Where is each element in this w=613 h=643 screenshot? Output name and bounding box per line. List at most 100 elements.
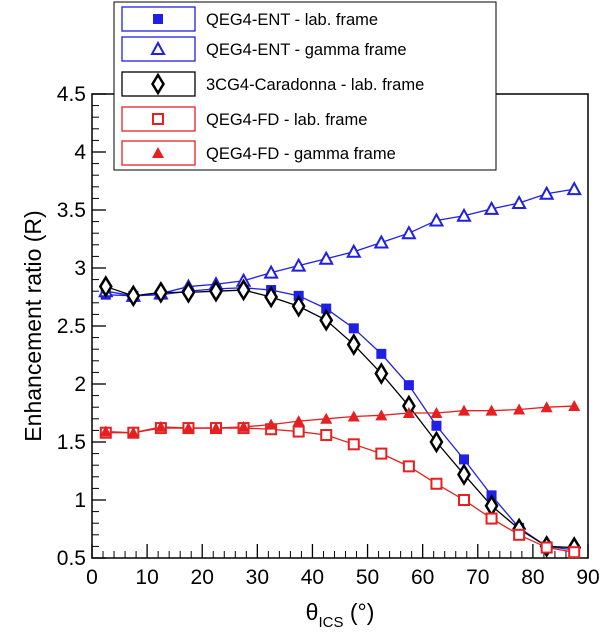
data-point: [430, 477, 443, 490]
data-point: [320, 412, 333, 424]
data-point: [181, 280, 196, 304]
data-point: [292, 425, 305, 438]
y-tick-label: 2: [74, 373, 86, 396]
data-point: [458, 404, 470, 416]
legend-label: QEG4-ENT - lab. frame: [206, 11, 378, 29]
series-1: [105, 287, 575, 551]
series-4: [105, 427, 575, 553]
data-point: [237, 420, 250, 432]
series-2: [105, 188, 575, 297]
legend-marker: [152, 147, 164, 158]
data-point: [430, 407, 443, 418]
x-tick-label: 50: [356, 566, 379, 589]
x-tick-label: 80: [521, 566, 544, 589]
data-point: [429, 430, 444, 454]
data-point: [127, 426, 140, 438]
data-point: [483, 200, 500, 215]
legend-entry: 3CG4-Caradonna - lab. frame: [121, 71, 424, 97]
data-point: [376, 348, 387, 359]
data-point: [401, 225, 417, 240]
data-point: [347, 410, 360, 422]
data-point: [182, 422, 195, 434]
legend-label: 3CG4-Caradonna - lab. frame: [206, 76, 424, 94]
y-tick-label: 3.5: [57, 199, 86, 222]
data-point: [99, 425, 112, 437]
data-point: [431, 420, 442, 431]
legend-entry: QEG4-FD - lab. frame: [121, 106, 367, 132]
data-point: [568, 400, 581, 412]
x-tick-label: 70: [466, 566, 489, 589]
data-point: [321, 303, 332, 314]
y-tick-label: 3: [74, 257, 86, 280]
x-tick-label: 20: [191, 566, 214, 589]
data-point: [458, 494, 470, 506]
series-line: [105, 188, 575, 297]
data-point: [402, 407, 415, 418]
data-point: [456, 207, 472, 222]
data-point: [209, 279, 223, 303]
data-point: [264, 285, 279, 309]
series-markers-5: [99, 400, 581, 438]
data-point: [457, 463, 471, 486]
data-point: [346, 243, 362, 258]
legend-marker: [152, 113, 164, 125]
x-tick-label: 40: [301, 566, 324, 589]
data-point: [540, 401, 553, 413]
data-point: [568, 546, 581, 559]
data-point: [292, 415, 305, 427]
data-point: [126, 284, 141, 308]
data-point: [98, 275, 113, 298]
x-tick-label: 60: [411, 566, 434, 589]
data-point: [513, 403, 526, 415]
data-point: [403, 380, 414, 391]
data-point: [154, 420, 167, 432]
data-point: [318, 250, 334, 265]
data-point: [374, 362, 389, 385]
series-markers-3: [98, 275, 582, 559]
x-axis: 0 10 20 30 40 50 60 70 80 90: [86, 544, 600, 589]
data-point: [511, 194, 527, 210]
x-axis-title-main: θ: [306, 599, 319, 625]
x-tick-label: 30: [246, 566, 269, 589]
data-point: [485, 404, 498, 416]
data-point: [538, 185, 555, 200]
legend-marker: [153, 14, 163, 24]
series-line: [105, 287, 575, 551]
y-tick-label: 0.5: [57, 547, 86, 570]
legend-entry: QEG4-ENT - gamma frame: [121, 36, 407, 62]
data-point: [210, 422, 222, 434]
data-point: [153, 280, 168, 304]
data-point: [291, 294, 306, 318]
legend: QEG4-ENT - lab. frame QEG4-ENT - gamma fr…: [113, 1, 497, 171]
data-point: [319, 308, 334, 332]
x-tick-label: 10: [135, 566, 158, 589]
legend-label: QEG4-FD - gamma frame: [206, 145, 396, 163]
data-point: [513, 528, 526, 541]
data-point: [236, 278, 251, 302]
data-point: [346, 333, 361, 356]
data-point: [320, 429, 333, 442]
legend-label: QEG4-ENT - gamma frame: [206, 41, 407, 59]
y-tick-label: 1.5: [57, 431, 86, 454]
series-markers-4: [99, 422, 581, 559]
legend-marker: [151, 72, 165, 96]
data-point: [428, 212, 445, 227]
legend-label: QEG4-FD - lab. frame: [206, 111, 367, 129]
legend-marker: [150, 40, 166, 55]
y-axis-title: Enhancement ratio (R): [20, 210, 46, 441]
series-line: [105, 427, 575, 553]
data-point: [373, 234, 390, 249]
x-axis-title-unit: (°): [343, 599, 374, 625]
data-point: [375, 409, 388, 421]
data-point: [265, 418, 278, 430]
data-point: [375, 447, 388, 460]
series-layer: [98, 181, 582, 559]
data-point: [348, 323, 359, 334]
x-tick-label: 0: [86, 566, 98, 589]
x-tick-label: 90: [576, 566, 599, 589]
data-point: [290, 257, 307, 272]
data-point: [485, 512, 498, 525]
series-markers-2: [98, 181, 582, 302]
data-point: [263, 264, 279, 279]
legend-entry: QEG4-FD - gamma frame: [121, 140, 396, 166]
